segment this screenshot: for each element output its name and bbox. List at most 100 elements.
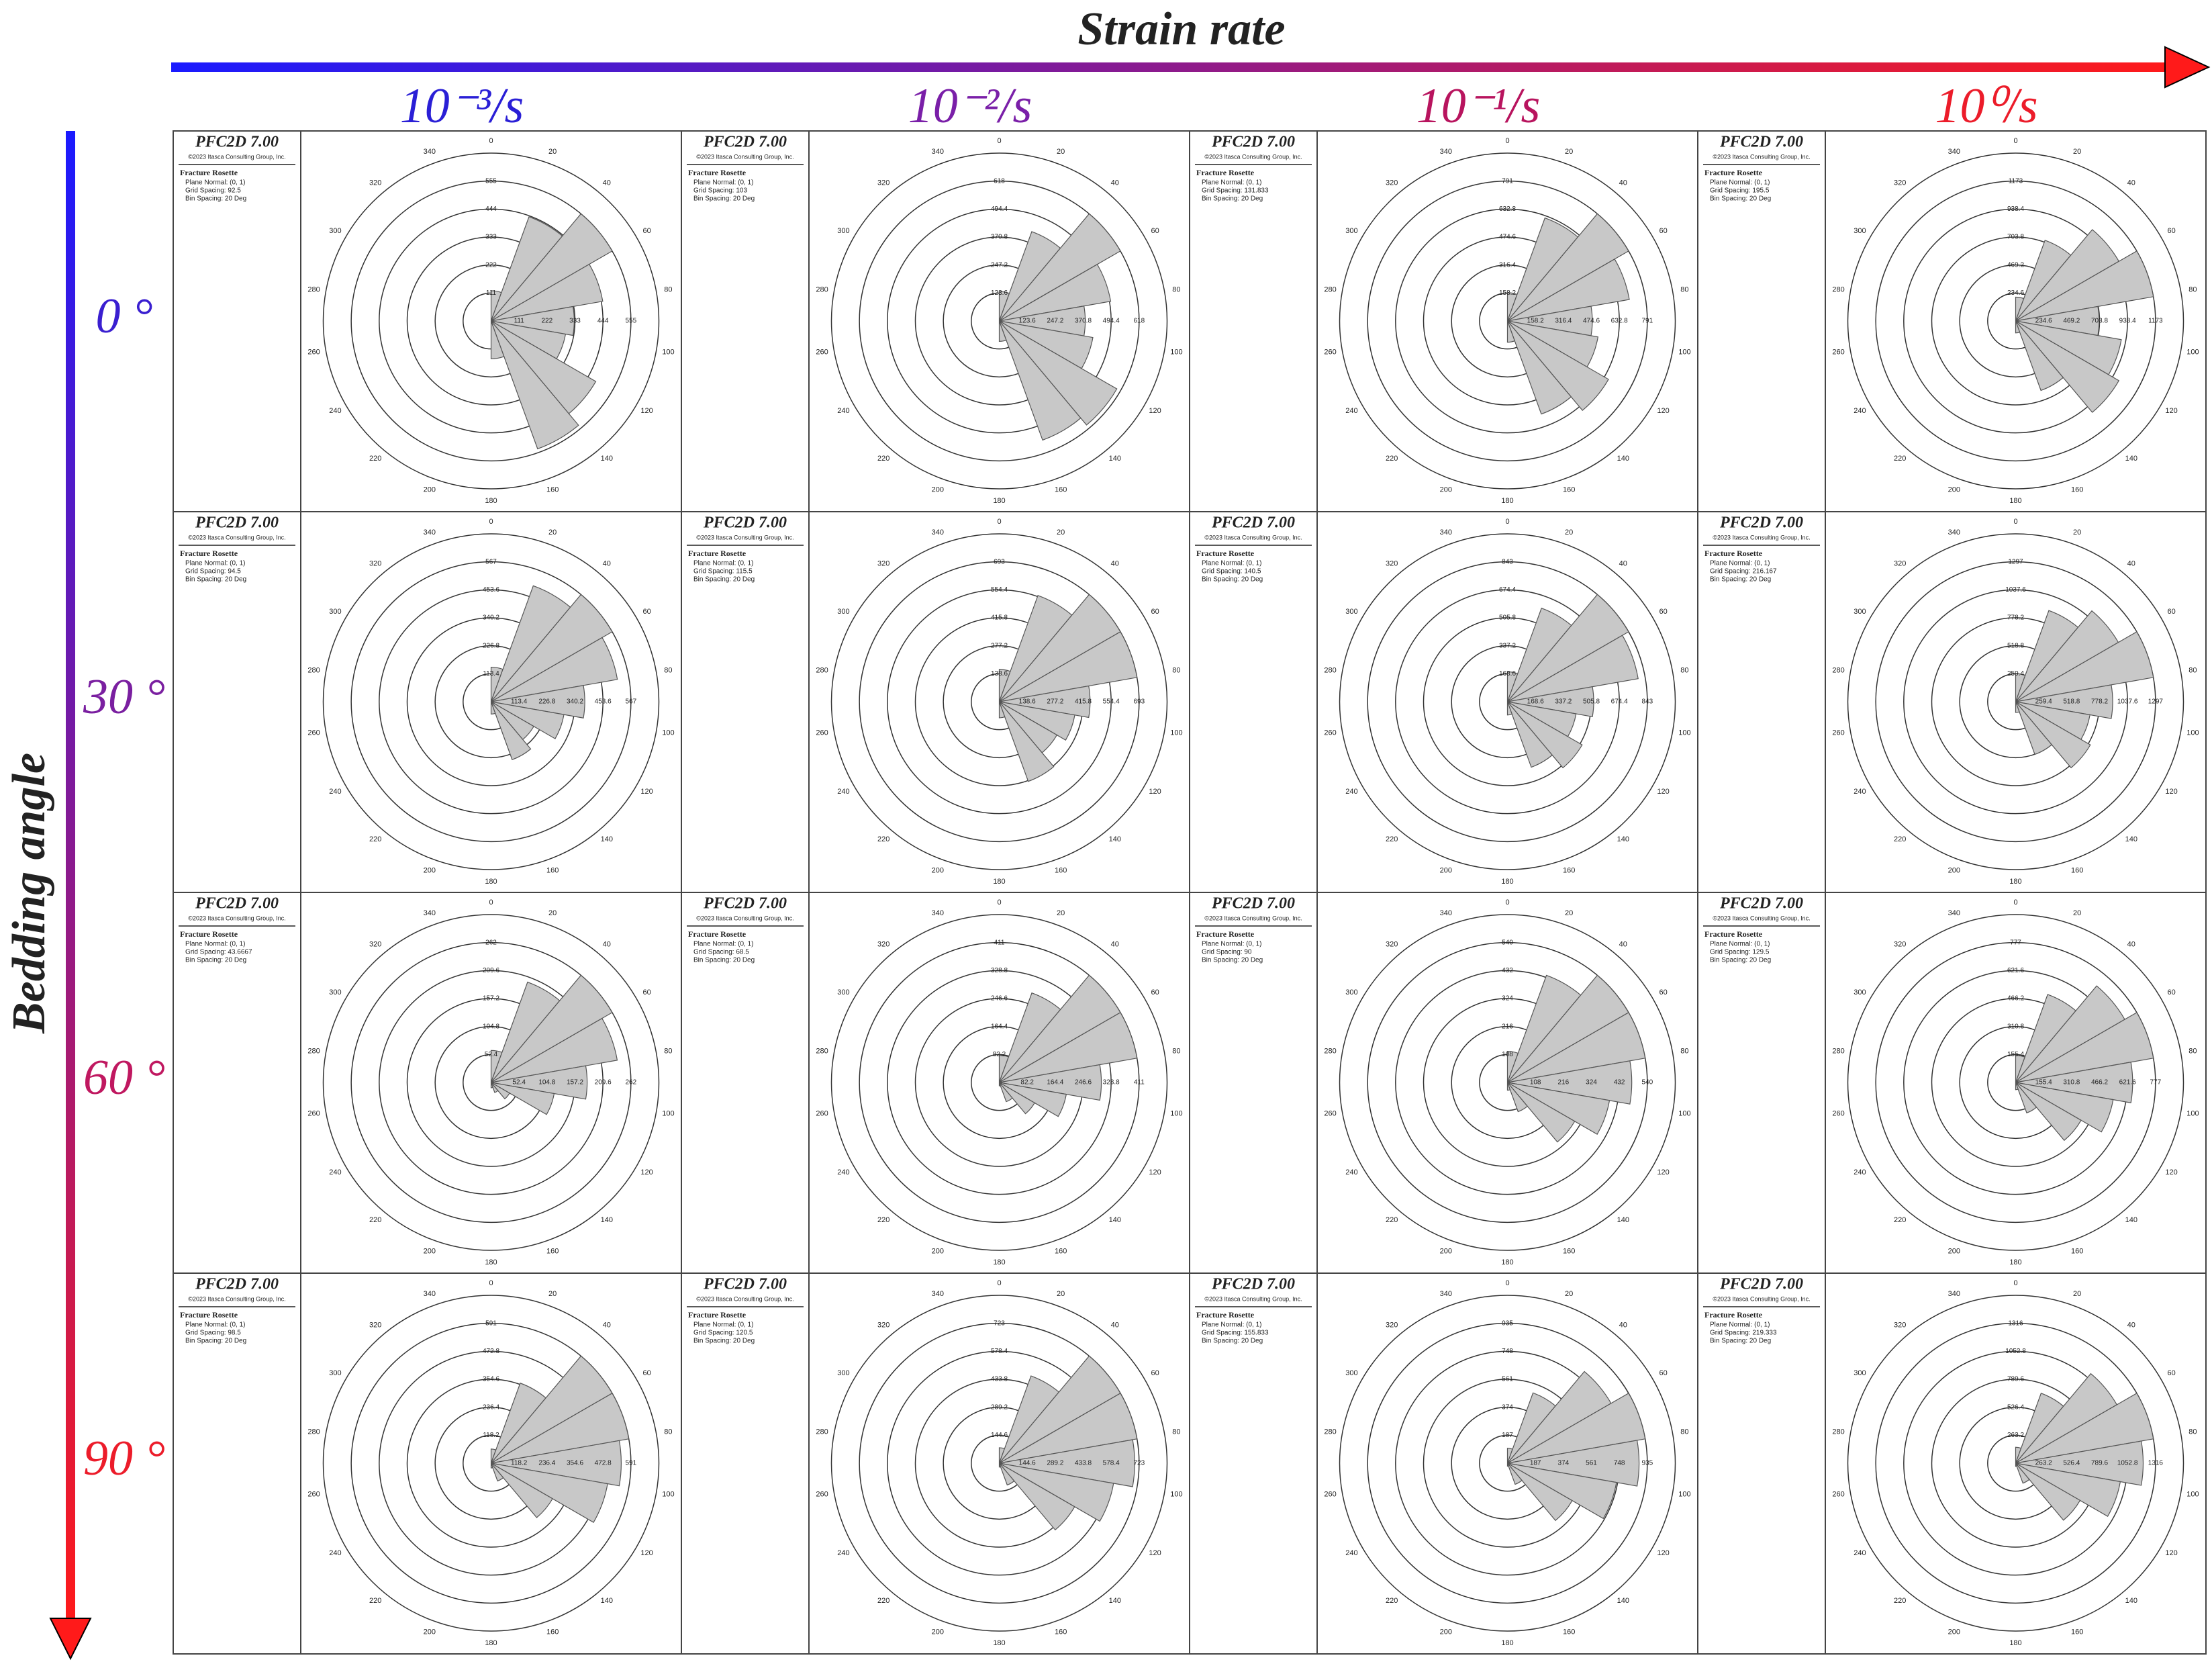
angle-tick-label: 200 (1948, 867, 1960, 875)
r-tick-label: 118.2 (511, 1460, 528, 1467)
angle-tick-label: 200 (1440, 486, 1452, 494)
r-tick-label: 567 (485, 558, 497, 565)
r-tick-label: 337.2 (1499, 642, 1516, 649)
angle-tick-label: 240 (837, 1168, 849, 1176)
r-tick-label: 433.8 (991, 1376, 1008, 1383)
rose-petal (1506, 320, 1516, 343)
r-tick-label: 138.6 (1019, 698, 1036, 706)
angle-tick-label: 300 (329, 608, 341, 616)
angle-tick-label: 160 (546, 486, 559, 494)
angle-tick-label: 120 (640, 788, 653, 796)
angle-tick-label: 220 (369, 835, 381, 843)
outer-ring (1847, 533, 2184, 870)
angle-tick-label: 220 (369, 455, 381, 463)
rose-petal (1506, 701, 1553, 768)
angle-tick-label: 160 (2071, 1628, 2083, 1636)
info-line: Bin Spacing: 20 Deg (1202, 576, 1263, 584)
angle-tick-label: 100 (2186, 729, 2199, 737)
panel-header: PFC2D 7.00 (195, 895, 279, 913)
r-tick-label: 144.6 (991, 1432, 1008, 1439)
rose-petal (2015, 1463, 2017, 1467)
angle-tick-label: 200 (1440, 867, 1452, 875)
r-tick-label: 474.6 (1499, 234, 1516, 241)
angle-tick-label: 40 (1111, 560, 1119, 568)
grid-ring (1367, 1322, 1648, 1604)
plot-title: Fracture Rosette (180, 168, 238, 177)
angle-tick-label: 160 (1055, 1248, 1067, 1256)
angle-tick-label: 100 (1678, 1109, 1690, 1117)
r-tick-label: 432 (1614, 1079, 1625, 1086)
angle-tick-label: 0 (489, 518, 493, 526)
angle-tick-label: 260 (1832, 1109, 1844, 1117)
rose-petal (999, 1393, 1138, 1464)
r-tick-label: 591 (625, 1460, 636, 1467)
info-line: Plane Normal: (0, 1) (693, 179, 753, 187)
outer-ring (322, 914, 660, 1251)
angle-tick-label: 60 (642, 227, 651, 235)
r-tick-label: 432 (1502, 967, 1513, 974)
rose-petal (490, 1082, 493, 1088)
r-tick-label: 555 (625, 318, 636, 325)
angle-tick-label: 60 (1659, 988, 1667, 997)
angle-tick-label: 180 (1501, 1639, 1513, 1647)
angle-tick-label: 260 (307, 729, 320, 737)
r-tick-label: 247.2 (991, 261, 1008, 269)
info-line: Grid Spacing: 92.5 (185, 187, 241, 195)
angle-tick-label: 100 (1678, 348, 1690, 356)
outer-ring (830, 1295, 1168, 1632)
angle-tick-label: 300 (837, 608, 849, 616)
info-line: Bin Spacing: 20 Deg (693, 1338, 755, 1345)
angle-tick-label: 120 (640, 407, 653, 415)
angle-tick-label: 100 (1678, 1490, 1690, 1498)
angle-tick-label: 100 (2186, 348, 2199, 356)
angle-tick-label: 180 (2009, 878, 2021, 886)
angle-tick-label: 320 (369, 1322, 381, 1330)
angle-tick-label: 160 (1055, 486, 1067, 494)
r-tick-label: 505.8 (1499, 614, 1516, 622)
panel-header: PFC2D 7.00 (1211, 134, 1295, 151)
rose-petal (1506, 1463, 1509, 1467)
angle-tick-label: 240 (837, 407, 849, 415)
column-label: 10⁻¹/s (1416, 79, 1541, 134)
angle-tick-label: 180 (1501, 878, 1513, 886)
angle-tick-label: 60 (1659, 608, 1667, 616)
r-tick-label: 777 (2010, 939, 2021, 946)
r-tick-label: 453.6 (483, 586, 499, 594)
angle-tick-label: 260 (1832, 348, 1844, 356)
angle-tick-label: 0 (1505, 137, 1509, 145)
angle-tick-label: 240 (1345, 407, 1357, 415)
angle-tick-label: 180 (2009, 1258, 2021, 1266)
outer-ring (322, 152, 660, 490)
outer-ring (1847, 152, 2184, 490)
plot-title: Fracture Rosette (1196, 929, 1255, 939)
angle-tick-label: 140 (2125, 455, 2137, 463)
r-tick-label: 567 (625, 698, 636, 706)
r-tick-label: 843 (1641, 698, 1653, 706)
r-tick-label: 111 (514, 318, 525, 325)
angle-tick-label: 220 (1894, 1216, 1906, 1224)
angle-tick-label: 340 (1948, 909, 1960, 917)
grid-ring (1903, 208, 2128, 434)
angle-tick-label: 40 (2127, 179, 2135, 187)
r-tick-label: 444 (485, 205, 497, 213)
angle-tick-label: 260 (816, 348, 828, 356)
angle-tick-label: 80 (2189, 666, 2197, 674)
info-line: Bin Spacing: 20 Deg (1710, 576, 1771, 584)
info-line: Plane Normal: (0, 1) (693, 1322, 753, 1329)
grid-ring (1367, 561, 1648, 843)
angle-tick-label: 60 (1151, 1369, 1159, 1377)
angle-tick-label: 120 (2165, 407, 2177, 415)
angle-tick-label: 20 (548, 148, 557, 156)
angle-tick-label: 180 (2009, 1639, 2021, 1647)
copyright: ©2023 Itasca Consulting Group, Inc. (188, 153, 285, 160)
outer-ring (1339, 1295, 1676, 1632)
angle-tick-label: 160 (2071, 486, 2083, 494)
r-tick-label: 621.6 (2007, 967, 2024, 974)
panel-header: PFC2D 7.00 (1719, 1276, 1803, 1293)
rose-petal (1507, 635, 1639, 702)
grid-ring (1875, 561, 2156, 843)
r-tick-label: 1297 (2008, 558, 2023, 565)
angle-tick-label: 180 (485, 1639, 497, 1647)
angle-tick-label: 240 (1345, 1168, 1357, 1176)
angle-tick-label: 160 (1563, 1628, 1575, 1636)
